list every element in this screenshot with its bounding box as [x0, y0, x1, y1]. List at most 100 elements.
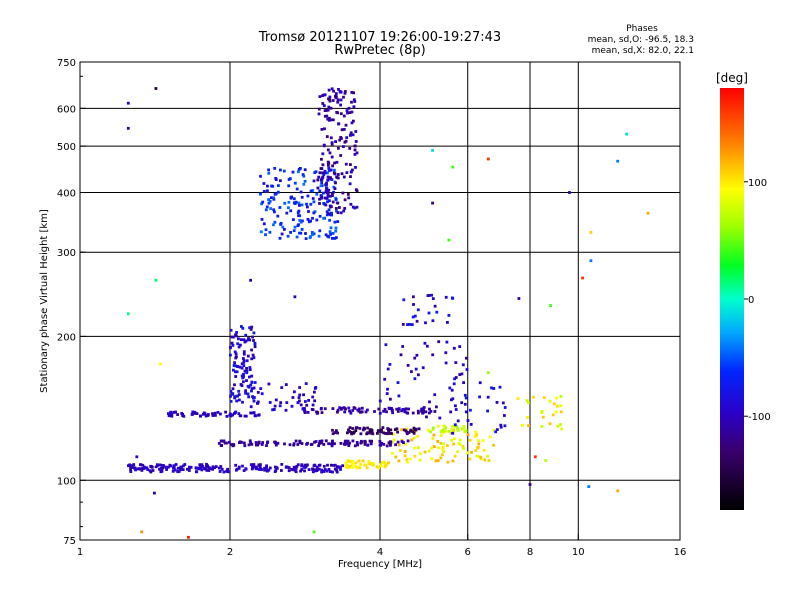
echo-point [446, 321, 449, 324]
echo-point [268, 230, 272, 234]
echo-point [443, 424, 446, 428]
echo-point [294, 439, 298, 443]
echo-point [297, 170, 300, 174]
echo-point [431, 437, 435, 440]
echo-point [219, 465, 223, 468]
echo-point [481, 439, 485, 443]
stats-heading: Phases [626, 24, 658, 34]
echo-point [559, 410, 563, 414]
echo-point [318, 197, 321, 201]
echo-point [219, 412, 222, 416]
echo-point [237, 412, 241, 415]
echo-point [384, 343, 388, 347]
echo-point [318, 439, 322, 443]
echo-point [198, 467, 202, 471]
echo-point [417, 446, 420, 449]
echo-point [233, 383, 236, 387]
echo-point [142, 467, 145, 470]
echo-point [235, 394, 239, 398]
echo-point [412, 436, 416, 440]
echo-point [336, 431, 339, 435]
echo-point [238, 398, 241, 402]
echo-point [334, 92, 338, 95]
echo-point [346, 111, 349, 115]
echo-point [397, 407, 401, 410]
echo-point [311, 189, 315, 192]
echo-point [361, 428, 365, 432]
echo-point [320, 181, 324, 185]
echo-point [311, 408, 315, 412]
echo-point [338, 406, 342, 410]
echo-point [431, 297, 435, 300]
echo-point [273, 210, 276, 214]
echo-point [396, 440, 400, 444]
echo-point [377, 429, 380, 432]
echo-point [405, 427, 409, 431]
echo-point [346, 431, 349, 435]
echo-point [334, 207, 338, 210]
echo-point [433, 393, 437, 397]
echo-point [237, 393, 241, 396]
echo-point [274, 398, 278, 402]
echo-point [355, 151, 359, 155]
echo-point [302, 182, 306, 186]
echo-point [348, 441, 351, 445]
echo-point [326, 117, 330, 121]
echo-point [179, 468, 182, 472]
echo-point [315, 465, 319, 469]
echo-point [454, 404, 457, 408]
echo-point [405, 432, 409, 436]
echo-point [229, 346, 232, 350]
echo-point [335, 95, 338, 99]
echo-point [248, 375, 251, 379]
echo-point [416, 308, 420, 312]
echo-point [243, 369, 247, 373]
echo-point [401, 345, 405, 348]
echo-point [130, 464, 133, 467]
echo-point [245, 379, 248, 382]
echo-point [461, 445, 465, 448]
echo-point [408, 323, 411, 326]
echo-point [317, 112, 321, 116]
echo-point [200, 463, 204, 467]
echo-point [366, 431, 370, 435]
echo-point [299, 469, 302, 473]
echo-point [466, 451, 469, 455]
echo-point [357, 459, 361, 463]
echo-point [134, 468, 137, 472]
echo-point [274, 443, 278, 447]
echo-point [431, 428, 435, 431]
echo-point [336, 98, 340, 102]
echo-point [292, 465, 296, 469]
echo-point [252, 331, 256, 335]
echo-point [449, 431, 453, 435]
echo-point [325, 210, 329, 214]
echo-point [330, 444, 334, 448]
echo-point [318, 95, 322, 98]
echo-point [331, 407, 335, 410]
echo-point [458, 345, 462, 348]
echo-point [323, 114, 327, 118]
echo-point [322, 470, 326, 473]
colorbar-tick-label: 0 [748, 295, 754, 306]
echo-point [413, 356, 417, 360]
echo-point [351, 439, 355, 443]
outlier-point [589, 259, 593, 263]
echo-point [431, 353, 435, 357]
echo-point [349, 202, 353, 206]
echo-point [327, 468, 331, 471]
echo-point [222, 439, 226, 443]
echo-point [236, 342, 240, 346]
echo-point [415, 353, 419, 357]
echo-point [324, 183, 327, 187]
echo-point [240, 374, 244, 378]
echo-point [286, 234, 290, 238]
echo-point [253, 341, 257, 345]
echo-point [295, 187, 299, 191]
echo-point [297, 396, 301, 399]
echo-point [441, 428, 445, 432]
echo-point [399, 449, 402, 452]
echo-point [301, 407, 305, 410]
echo-point [309, 202, 313, 206]
echo-point [287, 184, 291, 188]
